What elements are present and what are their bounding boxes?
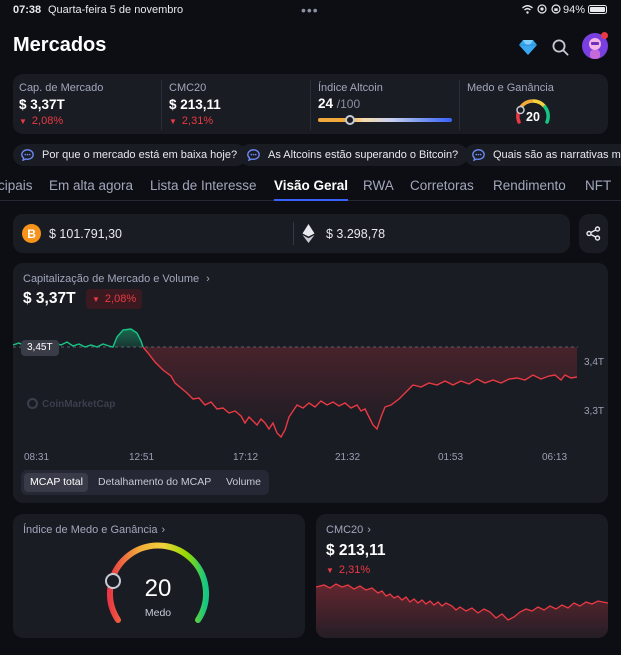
mcap-label: Cap. de Mercado [19, 82, 104, 94]
fear-greed-value: 20 [144, 575, 172, 602]
mcap-chart-value: $ 3,37T [23, 290, 76, 307]
location-icon [537, 4, 547, 14]
cmc20-change: ▼ 2,31% [169, 115, 214, 127]
diamond-icon[interactable] [519, 40, 537, 55]
chip-question-3[interactable]: Quais são as narrativas mais [464, 144, 621, 166]
down-arrow-icon: ▼ [326, 566, 334, 575]
cmc20-card-change: ▼ 2,31% [326, 564, 371, 576]
x-tick-label: 01:53 [438, 452, 464, 463]
share-button[interactable] [579, 214, 608, 253]
mcap-change: ▼ 2,08% [19, 115, 64, 127]
ethereum-icon [302, 224, 315, 243]
mcap-area-up [113, 329, 143, 347]
altcoin-value: 24 /100 [318, 96, 361, 111]
reference-price-label: 3,45T [21, 340, 59, 356]
coinmarketcap-logo-icon [27, 398, 38, 409]
chevron-right-icon: › [367, 524, 371, 536]
chat-icon [247, 149, 260, 161]
cmc20-label: CMC20 [169, 82, 207, 94]
chat-icon [21, 149, 34, 161]
tab-em-alta[interactable]: Em alta agora [49, 178, 134, 193]
altcoin-indicator [345, 115, 356, 125]
gauge-indicator [105, 573, 121, 589]
segment-mcap-total[interactable]: MCAP total [30, 476, 83, 488]
cmc20-card: CMC20 › $ 213,11 ▼ 2,31% [316, 514, 608, 638]
battery-percent: 94% [563, 4, 586, 16]
chart-segment-control: MCAP total Detalhamento do MCAP Volume [21, 470, 269, 495]
status-bar: 07:38 Quarta-feira 5 de novembro ••• 94% [0, 0, 621, 20]
x-tick-label: 08:31 [24, 452, 50, 463]
down-arrow-icon: ▼ [169, 117, 177, 126]
mcap-chart-card: Capitalização de Mercado e Volume › $ 3,… [13, 263, 608, 503]
status-date: Quarta-feira 5 de novembro [48, 4, 184, 16]
watermark: CoinMarketCap [27, 398, 115, 410]
page-title: Mercados [13, 34, 107, 56]
mcap-chart-change-badge: ▼ 2,08% [86, 289, 143, 309]
down-arrow-icon: ▼ [19, 117, 27, 126]
notification-dot [601, 32, 608, 39]
cmc20-sparkline [316, 583, 608, 638]
chip-question-2[interactable]: As Altcoins estão superando o Bitcoin? [239, 144, 469, 166]
btc-price: $ 101.791,30 [49, 227, 122, 241]
fear-greed-label: Medo [144, 607, 172, 619]
chevron-right-icon: › [206, 273, 210, 285]
y-tick-label: 3,3T [584, 406, 605, 417]
fear-greed-card: Índice de Medo e Ganância › 20 Medo [13, 514, 305, 638]
status-time: 07:38 [13, 4, 42, 16]
chip-question-1[interactable]: Por que o mercado está em baixa hoje? [13, 144, 248, 166]
tab-visao-geral[interactable]: Visão Geral [274, 178, 349, 193]
fear-label: Medo e Ganância [467, 82, 554, 94]
x-tick-label: 21:32 [335, 452, 361, 463]
mcap-line-chart [13, 328, 578, 439]
battery-icon [588, 5, 607, 14]
fear-mini-value: 20 [526, 110, 540, 124]
eth-price: $ 3.298,78 [326, 227, 386, 241]
segment-volume[interactable]: Volume [226, 476, 262, 488]
cmc20-title-link[interactable]: CMC20 › [326, 524, 371, 536]
x-tick-label: 12:51 [129, 452, 155, 463]
tab-principais[interactable]: cipais [0, 178, 33, 193]
x-tick-label: 06:13 [542, 452, 568, 463]
metrics-card: Cap. de Mercado $ 3,37T ▼ 2,08% CMC20 $ 2… [13, 74, 608, 134]
share-icon [586, 226, 601, 241]
chevron-right-icon: › [161, 524, 166, 536]
mcap-chart-title-link[interactable]: Capitalização de Mercado e Volume › [23, 273, 210, 285]
tab-nft[interactable]: NFT [585, 178, 612, 193]
fear-mini-gauge: 20 [516, 99, 550, 124]
active-tab-indicator [274, 199, 348, 201]
mcap-value: $ 3,37T [19, 97, 65, 112]
down-arrow-icon: ▼ [92, 295, 100, 304]
fear-greed-title-link[interactable]: Índice de Medo e Ganância › [23, 524, 166, 536]
mcap-line-red [142, 346, 578, 439]
x-tick-label: 17:12 [233, 452, 259, 463]
y-tick-label: 3,4T [584, 357, 605, 368]
altcoin-label: Índice Altcoin [318, 82, 383, 94]
segment-mcap-breakdown[interactable]: Detalhamento do MCAP [98, 476, 212, 488]
svg-text:B: B [27, 227, 36, 241]
tab-bar: cipais Em alta agora Lista de Interesse … [0, 176, 621, 202]
price-separator [293, 222, 294, 245]
altcoin-bar [318, 115, 452, 125]
wifi-icon [522, 5, 533, 14]
tab-rwa[interactable]: RWA [363, 178, 394, 193]
segment-selected-bg [24, 473, 88, 492]
tab-corretoras[interactable]: Corretoras [410, 178, 474, 193]
tab-rendimento[interactable]: Rendimento [493, 178, 566, 193]
cmc20-value: $ 213,11 [169, 97, 221, 112]
lock-rotation-icon [551, 4, 561, 14]
search-icon[interactable] [552, 39, 569, 56]
mcap-area-down [143, 347, 577, 437]
more-dots-icon[interactable]: ••• [301, 2, 319, 18]
fear-greed-gauge [105, 542, 209, 623]
bitcoin-icon: B [22, 224, 41, 243]
cmc20-card-value: $ 213,11 [326, 542, 386, 559]
chat-icon [472, 149, 485, 161]
price-card: B $ 101.791,30 $ 3.298,78 [13, 214, 570, 253]
tab-lista-interesse[interactable]: Lista de Interesse [150, 178, 257, 193]
